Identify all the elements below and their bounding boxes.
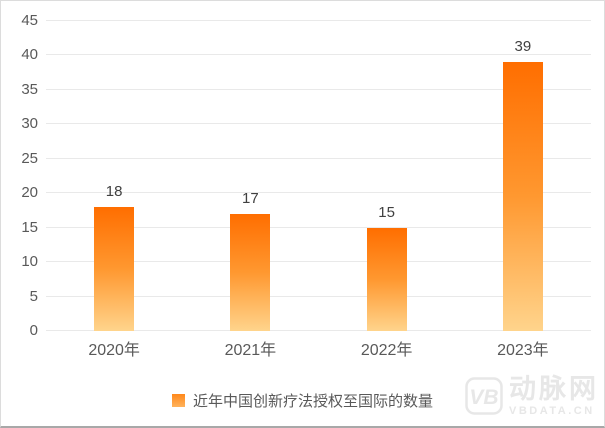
y-axis-tick-label: 40 <box>21 46 38 64</box>
watermark-brand-name: 动脉网 <box>509 374 599 404</box>
y-axis-tick-label: 15 <box>21 218 38 236</box>
y-axis-tick-label: 5 <box>29 287 38 305</box>
gridline <box>46 295 591 297</box>
vbdata-logo-icon: VB <box>465 377 503 415</box>
gridline <box>46 226 591 228</box>
bar <box>502 62 543 331</box>
y-axis-tick-label: 30 <box>21 115 38 133</box>
legend-swatch-icon <box>171 394 185 407</box>
gridline <box>46 157 591 159</box>
x-axis-category-label: 2023年 <box>497 342 549 359</box>
y-axis-tick-label: 10 <box>21 253 38 271</box>
gridline <box>46 54 591 56</box>
gridline <box>46 330 591 331</box>
y-axis-tick-label: 45 <box>21 12 38 29</box>
y-axis-tick-label: 35 <box>21 80 38 98</box>
watermark-domain: VBDATA.CN <box>509 405 595 417</box>
bar-value-label: 15 <box>378 203 395 221</box>
bar-value-label: 18 <box>105 183 123 200</box>
y-axis-tick-label: 0 <box>29 322 38 339</box>
bar <box>366 227 407 331</box>
bar-group: 39 2023年 <box>455 21 591 359</box>
bar-group: 18 2020年 <box>46 21 182 360</box>
bar <box>230 213 271 331</box>
x-axis-category-label: 2021年 <box>224 342 277 359</box>
bar-group: 15 2022年 <box>319 21 455 359</box>
gridline <box>46 261 591 263</box>
y-axis-tick-label: 20 <box>21 184 38 202</box>
bar-value-label: 17 <box>242 189 259 207</box>
y-axis-tick-label: 25 <box>21 149 38 167</box>
bar-value-label: 39 <box>514 38 532 56</box>
gridline <box>46 20 591 21</box>
x-axis-category-label: 2022年 <box>360 342 413 359</box>
watermark: VB 动脉网 VBDATA.CN <box>465 375 599 417</box>
legend-label: 近年中国创新疗法授权至国际的数量 <box>192 393 433 410</box>
bar <box>94 207 135 331</box>
gridline <box>46 88 591 90</box>
watermark-text: 动脉网 VBDATA.CN <box>509 375 599 417</box>
plot-area: 0 5 10 15 20 25 30 35 40 45 18 2020年 17 2021年 15 2022年 3… <box>21 13 591 360</box>
gridline <box>46 123 591 125</box>
x-axis-category-label: 2020年 <box>88 342 140 359</box>
legend: 近年中国创新疗法授权至国际的数量 <box>1 390 604 411</box>
gridline <box>46 192 591 194</box>
svg-text:VB: VB <box>469 386 498 409</box>
bar-group: 17 2021年 <box>182 21 318 359</box>
